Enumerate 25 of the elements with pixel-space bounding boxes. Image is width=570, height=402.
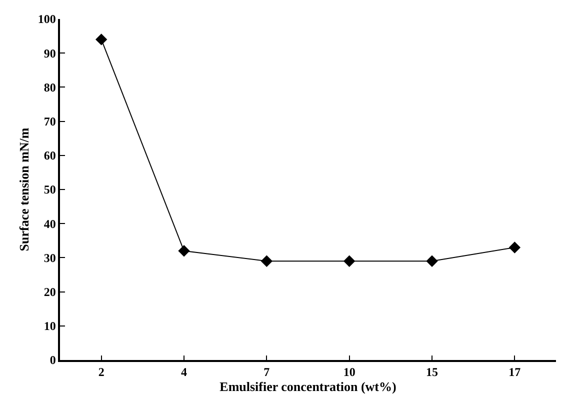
y-tick-label: 90 — [44, 46, 56, 60]
point — [260, 255, 273, 267]
y-tick-label: 70 — [44, 114, 56, 128]
point — [426, 255, 438, 267]
y-tick-label: 60 — [44, 148, 56, 163]
y-tick-label: 80 — [44, 80, 56, 94]
x-tick-label: 17 — [508, 365, 521, 380]
x-tick-label: 7 — [264, 365, 270, 380]
x-tick-label: 2 — [98, 365, 104, 380]
point — [178, 245, 190, 257]
y-tick-label: 50 — [44, 182, 56, 197]
y-tick-label: 30 — [44, 250, 56, 265]
x-axis-title: Emulsifier concentration (wt%) — [220, 379, 396, 394]
x-tick-label: 15 — [426, 365, 438, 380]
point — [95, 34, 108, 46]
x-tick-label: 4 — [181, 365, 187, 380]
point — [343, 255, 356, 267]
y-axis-title: Surface tension mN/m — [16, 128, 32, 252]
y-tick-label: 40 — [44, 216, 56, 231]
y-tick-label: 20 — [44, 285, 56, 299]
y-tick-label: 10 — [44, 319, 56, 334]
point — [508, 242, 521, 254]
y-tick-label: 100 — [38, 12, 56, 26]
y-tick-label: 0 — [50, 353, 56, 368]
x-tick-label: 10 — [343, 365, 356, 380]
